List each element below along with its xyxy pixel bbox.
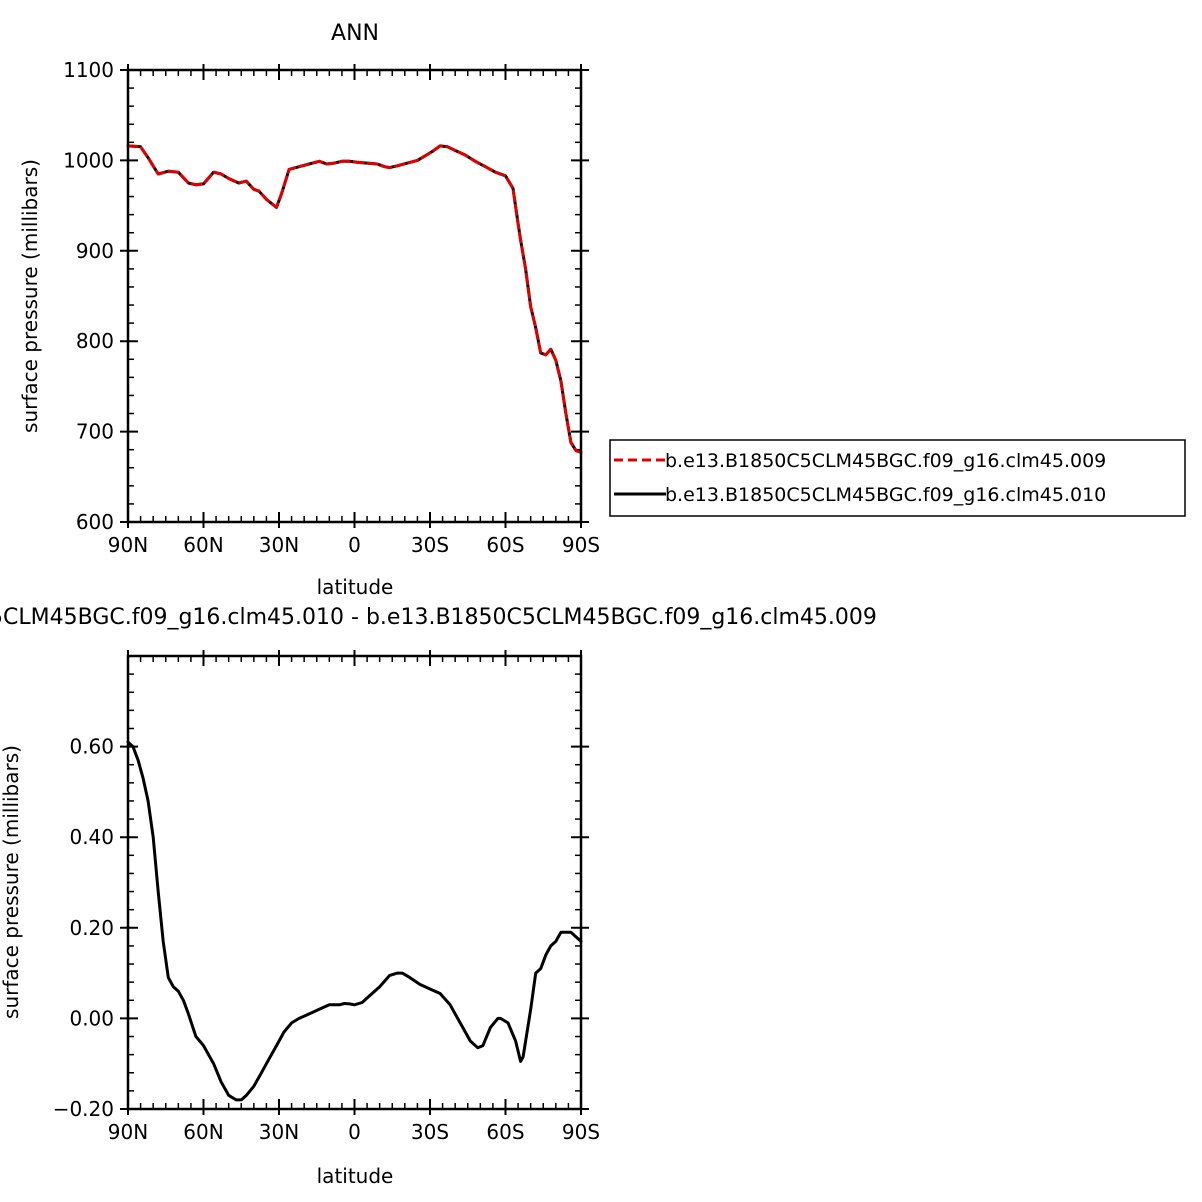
- top-panel-ticks: 90N 60N 30N 0 30S 60S 90S 600 700 800 900 1000 1100: [63, 58, 600, 557]
- series-line-0-0: [126, 144, 583, 454]
- x-tick-label: 60S: [486, 533, 524, 557]
- x-tick-label: 90S: [562, 1120, 600, 1144]
- y-tick-label: 800: [76, 329, 114, 353]
- y-tick-label: 1100: [63, 58, 114, 82]
- top-panel-lines: [126, 144, 583, 454]
- y-tick-label: 900: [76, 239, 114, 263]
- y-tick-label: 0.00: [69, 1006, 114, 1030]
- x-tick-label: 0: [348, 1120, 361, 1144]
- top-panel-title: ANN: [331, 21, 379, 46]
- bottom-panel-frame: [126, 654, 583, 1111]
- y-tick-label: 0.60: [69, 735, 114, 759]
- x-tick-label: 30N: [259, 1120, 299, 1144]
- x-tick-label: 90N: [108, 1120, 148, 1144]
- bottom-panel: b.e13.B1850C5CLM45BGC.f09_g16.clm45.010 …: [0, 605, 877, 1188]
- legend-frame: [609, 439, 1186, 517]
- top-panel-y-axis-label: surface pressure (millibars): [18, 159, 42, 433]
- legend-label-009: b.e13.B1850C5CLM45BGC.f09_g16.clm45.009: [665, 450, 1106, 472]
- top-panel-x-axis-label: latitude: [317, 575, 394, 599]
- y-tick-label: 1000: [63, 148, 114, 172]
- x-tick-label: 60N: [183, 1120, 223, 1144]
- x-tick-label: 90N: [108, 533, 148, 557]
- x-tick-label: 60S: [486, 1120, 524, 1144]
- legend-label-010: b.e13.B1850C5CLM45BGC.f09_g16.clm45.010: [665, 484, 1106, 506]
- x-tick-label: 30N: [259, 533, 299, 557]
- legend: b.e13.B1850C5CLM45BGC.f09_g16.clm45.009 …: [609, 439, 1186, 517]
- bottom-panel-lines: [126, 740, 583, 1102]
- x-tick-label: 30S: [411, 1120, 449, 1144]
- x-tick-label: 0: [348, 533, 361, 557]
- top-panel-frame: [126, 68, 583, 524]
- top-panel: ANN 90N 60N 30N 0 30S 60S 90S 600 700 800 900 1000 1…: [18, 21, 600, 599]
- x-tick-label: 60N: [183, 533, 223, 557]
- y-tick-label: 0.40: [69, 825, 114, 849]
- y-tick-label: 0.20: [69, 916, 114, 940]
- y-tick-label: 600: [76, 510, 114, 534]
- bottom-panel-y-axis-label: surface pressure (millibars): [0, 745, 23, 1019]
- x-tick-label: 90S: [562, 533, 600, 557]
- y-tick-label: 700: [76, 420, 114, 444]
- y-tick-label: −0.20: [53, 1097, 114, 1121]
- series-line-1-0: [126, 740, 583, 1102]
- bottom-panel-title: b.e13.B1850C5CLM45BGC.f09_g16.clm45.010 …: [0, 605, 877, 630]
- bottom-panel-x-axis-label: latitude: [317, 1164, 394, 1188]
- x-tick-label: 30S: [411, 533, 449, 557]
- bottom-panel-ticks: 90N 60N 30N 0 30S 60S 90S −0.20 0.00 0.20 0.40 0.60: [53, 650, 600, 1144]
